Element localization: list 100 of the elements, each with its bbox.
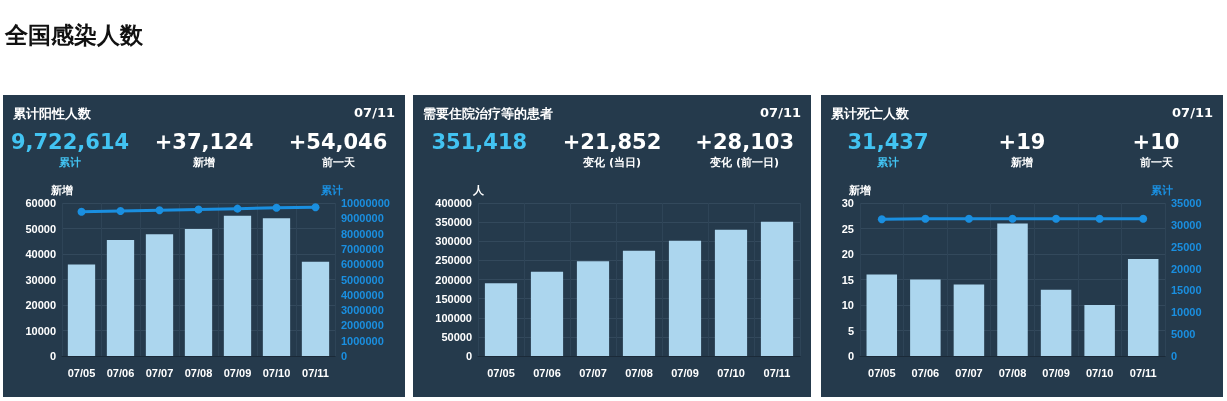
x-tick-label: 07/10 [1085, 366, 1114, 379]
y2-tick-label: 35000 [1171, 197, 1202, 209]
y2-tick-label: 10000000 [341, 197, 390, 209]
y-tick-label: 50000 [25, 222, 56, 235]
text: +10 [1131, 129, 1181, 156]
bar [910, 279, 941, 356]
y-tick-label: 25 [841, 222, 854, 235]
bar [262, 218, 291, 356]
bar [223, 215, 252, 356]
text: 前一天 [320, 156, 356, 170]
y2-tick-label: 4000000 [341, 288, 384, 301]
x-tick-label: 07/07 [955, 366, 983, 379]
y-tick-label: 50000 [441, 330, 472, 343]
y2-tick-label: 7000000 [341, 242, 384, 255]
y-tick-label: 40000 [25, 248, 56, 260]
y-axis-title: 新增 [848, 183, 871, 196]
y-tick-label: 400000 [435, 197, 472, 209]
text: 前一天 [1138, 156, 1174, 170]
x-tick-label: 07/05 [868, 366, 896, 379]
text: 07/11 [1172, 105, 1213, 120]
y-tick-label: 30000 [25, 273, 56, 286]
y-axis-title: 人 [471, 183, 485, 197]
y-tick-label: 20 [841, 248, 854, 260]
y-tick-label: 20000 [25, 299, 56, 311]
y2-tick-label: 8000000 [341, 227, 384, 240]
x-tick-label: 07/06 [533, 366, 561, 379]
text: 07/11 [354, 105, 395, 120]
x-tick-label: 07/06 [106, 366, 135, 379]
y-tick-label: 5 [847, 324, 854, 337]
y-tick-label: 350000 [435, 216, 472, 229]
y-tick-label: 100000 [435, 311, 472, 324]
x-tick-label: 07/07 [145, 366, 174, 379]
bar [576, 261, 610, 356]
text: 变化 (当日) [582, 156, 642, 170]
bar [997, 223, 1028, 356]
text: 全国感染人数 [5, 21, 143, 50]
y2-tick-label: 0 [341, 350, 348, 362]
bar [184, 229, 213, 356]
y-tick-label: 15 [841, 273, 854, 286]
text: 变化 (前一日) [709, 156, 781, 170]
bar [301, 261, 330, 356]
y2-tick-label: 3000000 [341, 304, 384, 317]
chart-title: 需要住院治疗等的患者 [423, 105, 553, 123]
bar [106, 239, 135, 356]
x-tick-label: 07/09 [223, 366, 252, 379]
text: +28,103 [694, 129, 795, 156]
y-tick-label: 300000 [435, 235, 472, 248]
x-tick-label: 07/11 [763, 366, 791, 379]
y2-axis-title: 累计 [1150, 183, 1173, 196]
bar [622, 250, 656, 356]
x-tick-label: 07/09 [1042, 366, 1070, 379]
y-tick-label: 200000 [435, 273, 472, 286]
bar [484, 283, 518, 356]
x-tick-label: 07/11 [1129, 366, 1157, 379]
x-tick-label: 07/08 [184, 366, 213, 379]
bar [1040, 289, 1072, 356]
y2-tick-label: 9000000 [341, 212, 384, 225]
text: 07/11 [760, 105, 801, 120]
bar [866, 274, 898, 356]
bar [145, 234, 174, 356]
text: 351,418 [430, 129, 529, 156]
y2-tick-label: 5000 [1171, 328, 1196, 341]
y2-tick-label: 20000 [1171, 262, 1202, 275]
y2-tick-label: 10000 [1171, 306, 1202, 319]
chart-title: 累计死亡人数 [831, 105, 909, 123]
text: +19 [997, 129, 1047, 156]
x-tick-label: 07/10 [262, 366, 291, 379]
y-tick-label: 10000 [25, 324, 56, 337]
chart-title: 累计阳性人数 [13, 105, 91, 123]
text: 累计 [58, 156, 82, 170]
x-tick-label: 07/05 [67, 366, 96, 379]
y2-tick-label: 15000 [1171, 284, 1202, 297]
bar [714, 229, 748, 356]
x-tick-label: 07/08 [998, 366, 1027, 379]
x-tick-label: 07/08 [625, 366, 653, 379]
y-tick-label: 250000 [435, 254, 472, 267]
y2-tick-label: 25000 [1171, 240, 1202, 253]
text: +21,852 [561, 129, 663, 156]
y2-tick-label: 2000000 [341, 319, 384, 332]
y-tick-label: 30 [841, 197, 854, 209]
y2-axis-title: 累计 [320, 183, 343, 196]
x-tick-label: 07/06 [911, 366, 940, 379]
text: 新增 [192, 156, 216, 170]
text: 9,722,614 [9, 129, 131, 156]
x-tick-label: 07/11 [302, 366, 329, 379]
text: 新增 [1010, 156, 1034, 170]
bar [1127, 259, 1159, 356]
y2-tick-label: 5000000 [341, 273, 384, 286]
text: +37,124 [153, 129, 255, 156]
x-tick-label: 07/10 [717, 366, 745, 379]
y2-tick-label: 1000000 [341, 334, 384, 347]
text: 31,437 [846, 129, 930, 156]
x-tick-label: 07/09 [671, 366, 699, 379]
bar [1084, 305, 1115, 356]
y2-tick-label: 0 [1171, 350, 1178, 362]
y-tick-label: 10 [841, 299, 854, 311]
y-axis-title: 新增 [50, 183, 73, 196]
y-tick-label: 0 [465, 350, 472, 362]
y-tick-label: 60000 [25, 197, 56, 209]
bar [67, 264, 96, 356]
